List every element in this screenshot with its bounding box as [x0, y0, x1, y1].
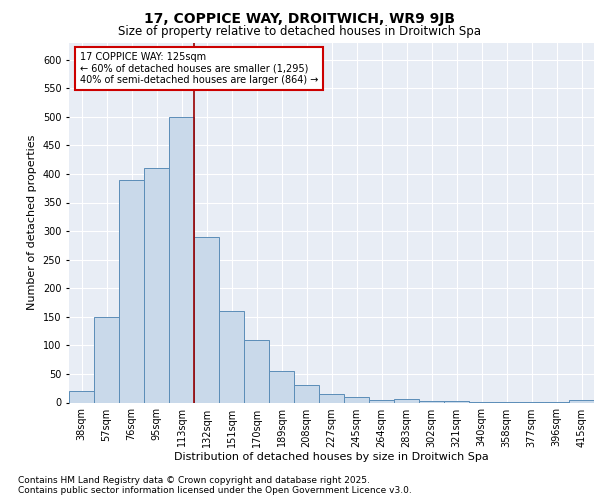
- Text: Size of property relative to detached houses in Droitwich Spa: Size of property relative to detached ho…: [119, 25, 482, 38]
- Bar: [369, 400, 394, 402]
- Bar: [244, 340, 269, 402]
- Bar: [569, 400, 594, 402]
- Bar: [144, 168, 169, 402]
- Bar: [69, 391, 94, 402]
- Bar: [394, 398, 419, 402]
- Bar: [269, 371, 294, 402]
- Bar: [119, 180, 144, 402]
- Bar: [294, 386, 319, 402]
- Text: 17, COPPICE WAY, DROITWICH, WR9 9JB: 17, COPPICE WAY, DROITWICH, WR9 9JB: [145, 12, 455, 26]
- Bar: [194, 237, 219, 402]
- Text: 17 COPPICE WAY: 125sqm
← 60% of detached houses are smaller (1,295)
40% of semi-: 17 COPPICE WAY: 125sqm ← 60% of detached…: [79, 52, 318, 84]
- Bar: [419, 401, 444, 402]
- Y-axis label: Number of detached properties: Number of detached properties: [27, 135, 37, 310]
- Bar: [319, 394, 344, 402]
- Bar: [169, 117, 194, 403]
- Bar: [219, 311, 244, 402]
- X-axis label: Distribution of detached houses by size in Droitwich Spa: Distribution of detached houses by size …: [174, 452, 489, 462]
- Text: Contains HM Land Registry data © Crown copyright and database right 2025.
Contai: Contains HM Land Registry data © Crown c…: [18, 476, 412, 495]
- Bar: [344, 397, 369, 402]
- Bar: [94, 317, 119, 402]
